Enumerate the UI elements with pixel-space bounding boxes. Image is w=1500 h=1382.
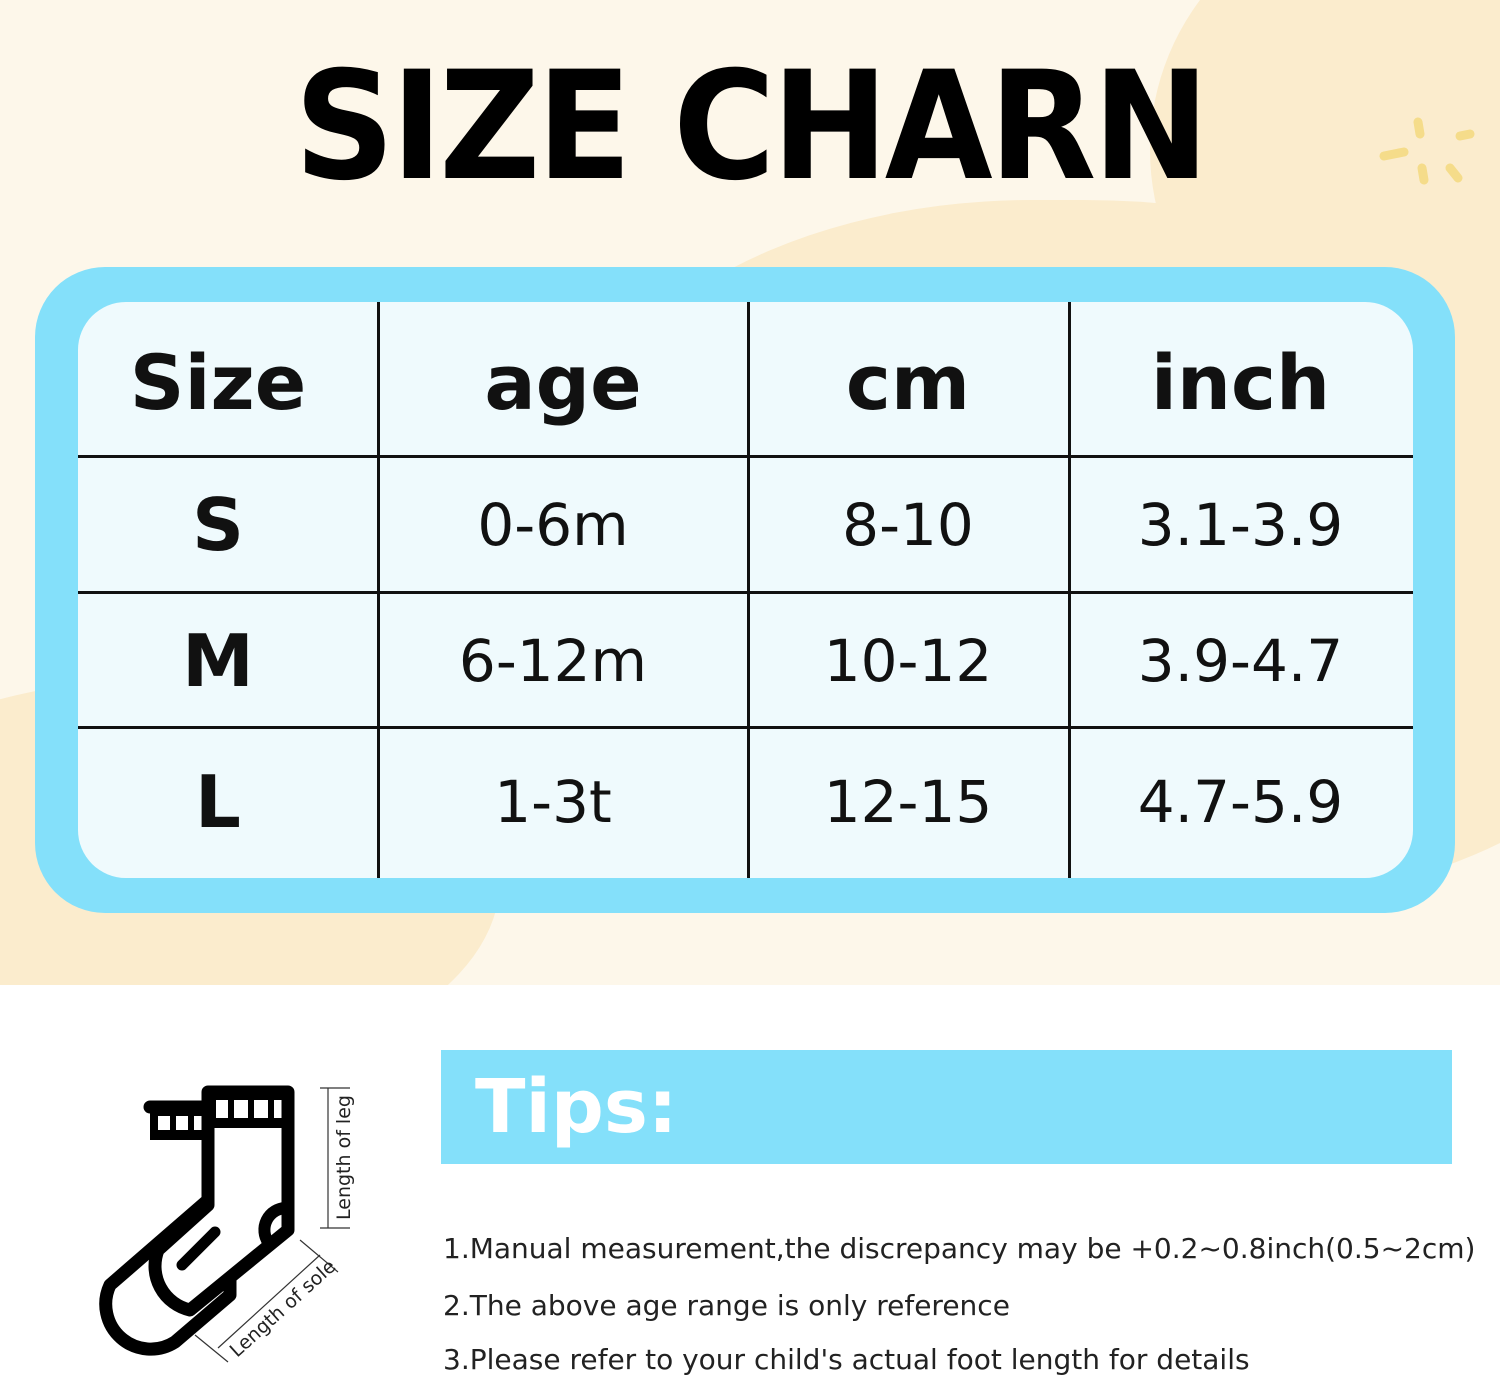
divider [747, 302, 750, 878]
size-cell: L [195, 759, 241, 844]
sparkle-icon [1379, 117, 1475, 185]
divider [78, 726, 1413, 729]
cm-cell: 10-12 [823, 626, 993, 695]
header-cm: cm [845, 337, 971, 427]
header-age: age [484, 337, 642, 427]
age-cell: 6-12m [458, 626, 648, 695]
header-inch: inch [1150, 337, 1331, 427]
divider [1068, 302, 1071, 878]
size-table: Size age cm inch S 0-6m 8-10 3.1-3.9 M 6… [78, 302, 1413, 878]
inch-cell: 3.9-4.7 [1137, 626, 1344, 695]
page-title: SIZE CHARN [294, 40, 1209, 214]
cm-cell: 8-10 [842, 490, 974, 559]
inch-cell: 4.7-5.9 [1137, 767, 1344, 836]
size-cell: M [182, 618, 254, 703]
tip-item: 1.Manual measurement,the discrepancy may… [443, 1232, 1476, 1265]
tip-item: 2.The above age range is only reference [443, 1289, 1010, 1322]
divider [78, 455, 1413, 458]
tips-banner: Tips: [441, 1050, 1452, 1164]
divider [377, 302, 380, 878]
size-cell: S [192, 482, 244, 567]
cm-cell: 12-15 [823, 767, 993, 836]
tips-heading: Tips: [475, 1064, 678, 1150]
inch-cell: 3.1-3.9 [1137, 490, 1344, 559]
age-cell: 0-6m [477, 490, 629, 559]
header-size: Size [129, 337, 307, 427]
leg-length-label: Length of leg [333, 1095, 355, 1220]
tip-item: 3.Please refer to your child's actual fo… [443, 1343, 1250, 1376]
divider [78, 591, 1413, 594]
socks-icon: Length of leg Length of sole [99, 1085, 355, 1363]
age-cell: 1-3t [494, 767, 612, 836]
